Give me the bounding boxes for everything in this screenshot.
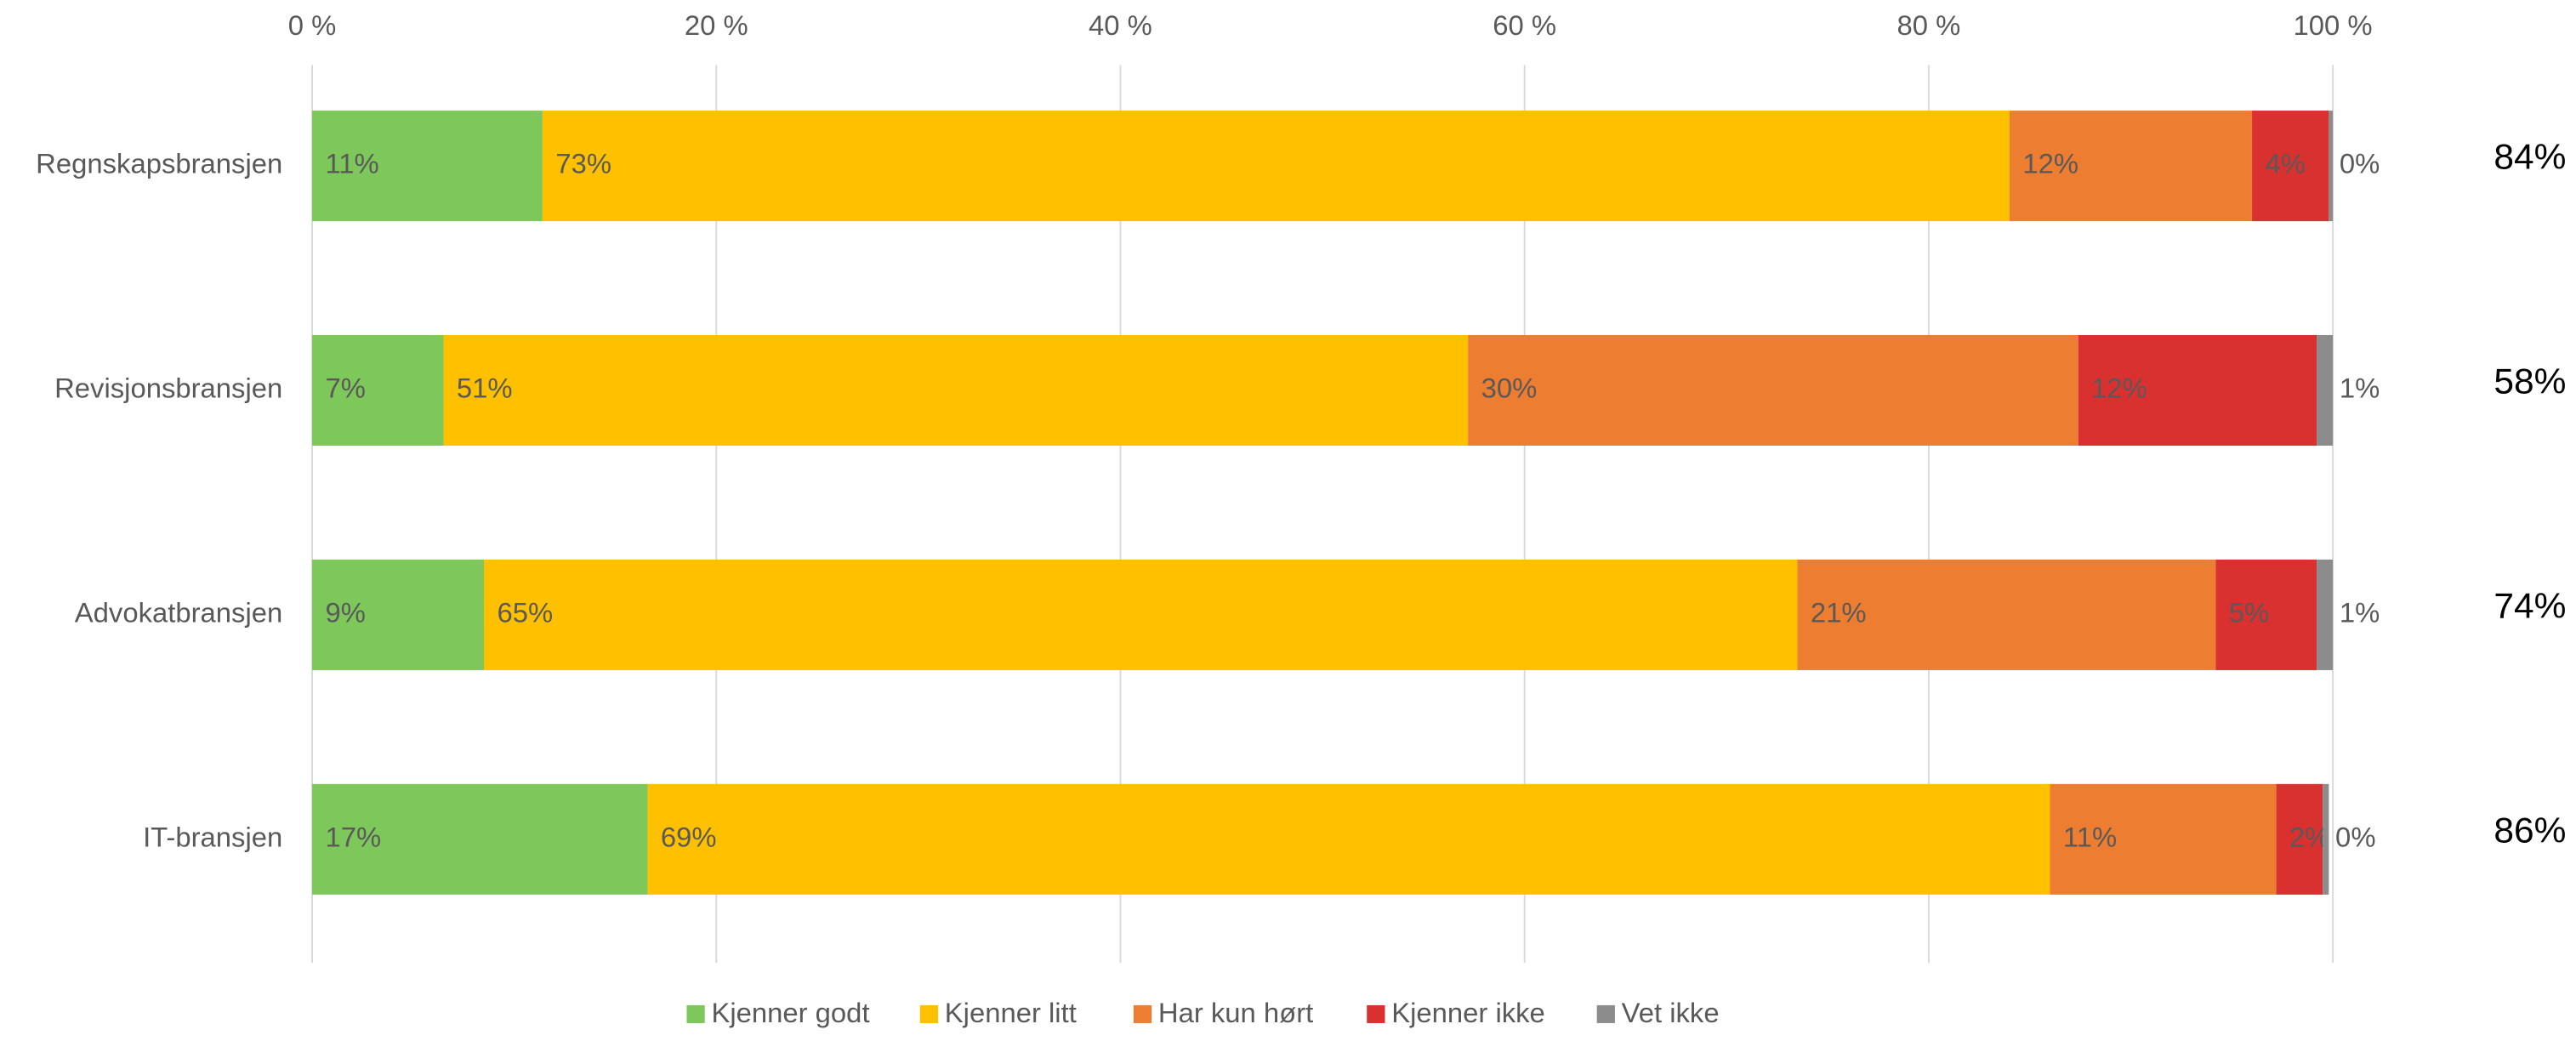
bar-segment [312,559,484,670]
data-label: 1% [2340,373,2380,404]
data-label: 1% [2340,597,2380,629]
bar-segment [2329,111,2334,222]
bar-segment [2009,111,2253,222]
data-label: 7% [325,373,365,404]
data-label: 17% [325,822,381,853]
data-label: 0% [2335,822,2375,853]
bar-segment [483,559,1798,670]
x-tick-label: 60 % [1493,9,1556,41]
data-label: 65% [497,597,553,629]
data-label: 11% [2063,822,2117,853]
legend-swatch [1367,1004,1385,1023]
y-tick-label: Advokatbransjen [75,597,282,629]
bar-segment [312,111,543,222]
data-label: 4% [2266,148,2306,179]
total-label: 74% [2494,586,2566,626]
x-tick-label: 80 % [1896,9,1960,41]
data-label: 5% [2229,597,2269,629]
x-tick-label: 20 % [685,9,748,41]
legend-swatch [686,1004,705,1023]
bar-segment [647,783,2050,895]
x-tick-label: 0 % [288,9,337,41]
bar-segment [2252,111,2329,222]
data-label: 12% [2022,148,2078,179]
bar-segment [312,334,444,447]
bar-segment [312,783,648,895]
bar-segment [2050,783,2277,895]
legend-label: Kjenner litt [945,997,1077,1028]
data-label: 21% [1811,597,1867,629]
bar-segment [542,111,2010,222]
legend-label: Vet ikke [1622,997,1720,1028]
y-tick-label: Regnskapsbransjen [36,148,282,179]
bar-segment [2317,559,2334,670]
legend-swatch [919,1004,939,1023]
data-label: 9% [325,597,365,629]
x-tick-label: 40 % [1089,9,1152,41]
bar-segment [2078,334,2317,447]
legend-swatch [1596,1004,1615,1023]
bar-segment [2323,783,2329,895]
data-label: 12% [2091,373,2147,404]
bar-segment [1797,559,2216,670]
data-label: 51% [457,373,513,404]
legend-label: Kjenner ikke [1391,997,1545,1028]
y-tick-label: IT-bransjen [143,822,282,853]
total-label: 86% [2494,811,2566,850]
bar-segment [1468,334,2078,447]
y-tick-label: Revisjonsbransjen [54,373,282,404]
data-label: 73% [555,148,611,179]
legend-label: Har kun hørt [1158,997,1313,1028]
total-label: 58% [2494,361,2566,401]
data-label: 69% [661,822,717,853]
legend-label: Kjenner godt [711,997,869,1028]
data-label: 0% [2340,148,2380,179]
data-label: 30% [1481,373,1538,404]
x-tick-label: 100 % [2294,9,2373,41]
legend-swatch [1133,1004,1152,1023]
bar-segment [443,334,1469,447]
bar-segment [2276,783,2323,895]
bar-segment [2317,334,2334,447]
data-label: 11% [325,148,378,179]
total-label: 84% [2494,137,2566,177]
bar-segment [2215,559,2317,670]
